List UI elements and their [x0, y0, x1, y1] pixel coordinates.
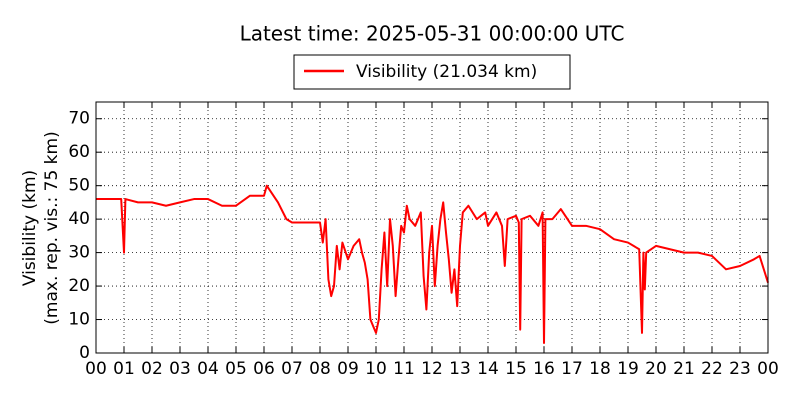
x-tick-label: 19 [617, 359, 639, 379]
data-line [96, 184, 769, 344]
x-tick-label: 04 [197, 359, 219, 379]
x-tick-label: 05 [225, 359, 247, 379]
x-tick-label: 06 [253, 359, 275, 379]
x-tick-label: 12 [421, 359, 443, 379]
x-tick-label: 13 [449, 359, 471, 379]
x-tick-label: 11 [393, 359, 415, 379]
x-tick-label: 10 [365, 359, 387, 379]
y-tick-label: 0 [79, 343, 90, 363]
x-tick-label: 00 [85, 359, 107, 379]
y-tick-label: 20 [68, 276, 90, 296]
y-axis-label: Visibility (km) [20, 170, 40, 286]
legend-label: Visibility (21.034 km) [356, 62, 537, 82]
x-tick-label: 23 [729, 359, 751, 379]
x-tick-label: 21 [673, 359, 695, 379]
y-tick-label: 60 [68, 142, 90, 162]
x-tick-label: 07 [281, 359, 303, 379]
x-tick-label: 17 [561, 359, 583, 379]
x-tick-label: 14 [477, 359, 499, 379]
x-tick-label: 18 [589, 359, 611, 379]
y-tick-label: 70 [68, 109, 90, 129]
x-tick-label: 15 [505, 359, 527, 379]
x-tick-label: 20 [645, 359, 667, 379]
plot-frame [95, 101, 769, 354]
y-tick-label: 50 [68, 176, 90, 196]
x-tick-label: 09 [337, 359, 359, 379]
x-tick-label: 01 [113, 359, 135, 379]
y-tick-label: 10 [68, 310, 90, 330]
x-tick-label: 22 [701, 359, 723, 379]
chart-title: Latest time: 2025-05-31 00:00:00 UTC [240, 22, 625, 46]
x-tick-label: 03 [169, 359, 191, 379]
x-tick-label: 16 [533, 359, 555, 379]
y-axis-label: (max. rep. vis.: 75 km) [42, 131, 62, 324]
x-tick-label: 02 [141, 359, 163, 379]
y-tick-label: 40 [68, 209, 90, 229]
x-tick-label: 00 [757, 359, 779, 379]
x-tick-label: 08 [309, 359, 331, 379]
y-tick-label: 30 [68, 243, 90, 263]
